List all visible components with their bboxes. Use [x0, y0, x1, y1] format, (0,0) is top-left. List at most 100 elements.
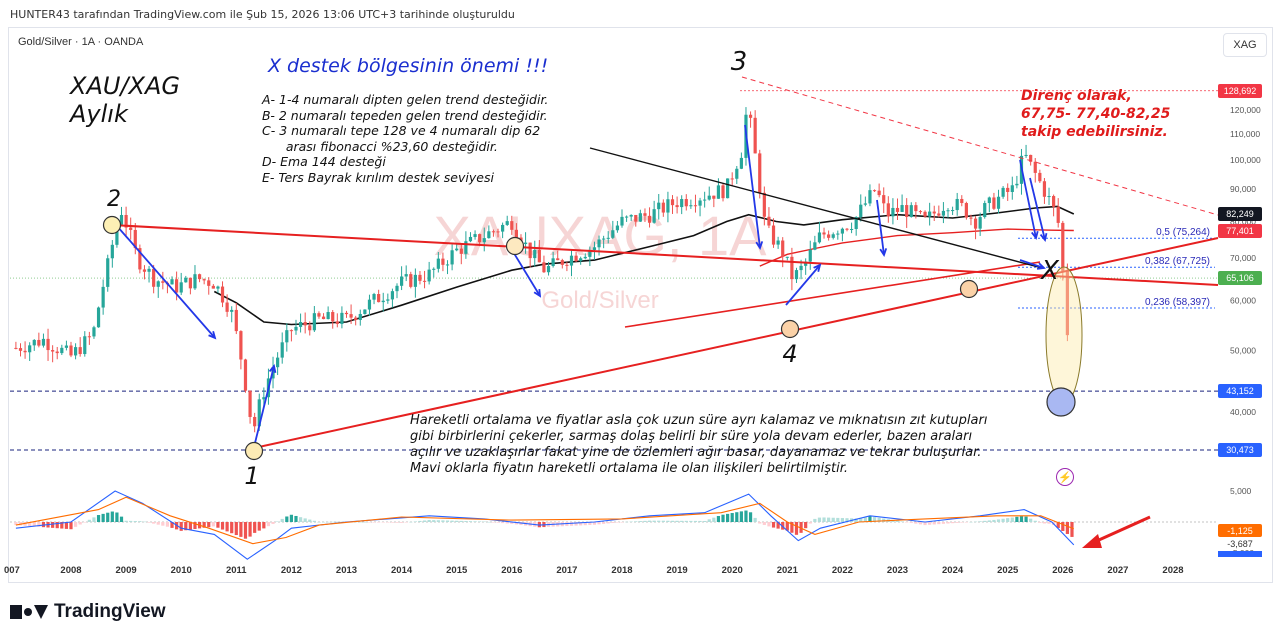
notes-item: E- Ters Bayrak kırılım destek seviyesi: [262, 169, 494, 185]
macd-histogram-bar: [891, 519, 895, 522]
macd-histogram-bar: [1047, 522, 1051, 524]
price-label: 65,106: [1218, 271, 1262, 286]
candle-body: [831, 234, 835, 238]
macd-histogram-bar: [298, 517, 303, 522]
macd-histogram-bar: [184, 522, 188, 531]
macd-histogram-bar: [859, 518, 863, 522]
candle-body: [41, 338, 46, 346]
candle-body: [523, 242, 528, 245]
symbol-compare-button[interactable]: XAG: [1223, 33, 1267, 57]
candle-body: [211, 285, 215, 289]
candle-body: [225, 302, 229, 312]
macd-histogram-bar: [744, 510, 748, 522]
macd-histogram-bar: [611, 522, 615, 523]
candle-body: [207, 280, 211, 286]
macd-histogram-bar: [1033, 520, 1037, 522]
candle-body: [308, 325, 312, 331]
ema-long-line: [759, 228, 1074, 267]
candle-body: [739, 157, 743, 169]
candle-body: [37, 339, 41, 346]
macd-histogram-bar: [248, 522, 252, 537]
macd-histogram-bar: [308, 519, 312, 522]
pivot-circle: [505, 236, 525, 256]
macd-histogram-bar: [101, 513, 105, 522]
macd-histogram-bar: [767, 522, 771, 527]
bottom-note-line: gibi birbirlerini çekerler, sarmaş dolaş…: [410, 429, 973, 444]
macd-histogram-bar: [1024, 516, 1028, 522]
macd-histogram-bar: [918, 522, 923, 525]
notes-item: D- Ema 144 desteği: [262, 154, 386, 169]
macd-histogram-bar: [955, 522, 959, 523]
macd-histogram-bar: [776, 522, 780, 529]
candle-body: [1029, 154, 1033, 162]
macd-histogram-bar: [459, 520, 463, 522]
candle-body: [951, 210, 955, 212]
candle-body: [64, 345, 69, 348]
candle-body: [827, 234, 831, 238]
candle-body: [473, 234, 477, 237]
candle-body: [184, 277, 188, 283]
candle-body: [28, 345, 32, 353]
watermark-name: Gold/Silver: [541, 287, 658, 314]
blue-arrow: [1019, 259, 1045, 269]
symbol-header: Gold/Silver · 1A · OANDA: [18, 36, 144, 48]
macd-histogram-bar: [941, 522, 946, 524]
candle-body: [129, 227, 133, 230]
macd-histogram-bar: [395, 522, 399, 523]
candle-body: [188, 277, 192, 289]
candle-body: [257, 399, 261, 427]
macd-histogram-bar: [64, 522, 69, 529]
candle-body: [849, 228, 854, 230]
tradingview-logo[interactable]: TradingView: [10, 601, 166, 623]
candle-body: [239, 331, 243, 360]
candle-body: [996, 196, 1001, 209]
macd-histogram-bar: [638, 521, 642, 522]
macd-histogram-bar: [262, 522, 266, 529]
macd-signal-line: [15, 496, 1075, 545]
candle-body: [606, 237, 610, 239]
resistance-dashed-line: [741, 76, 1219, 216]
price-label: 82,249: [1218, 206, 1262, 221]
blue-arrow: [511, 249, 541, 297]
bottom-note: Hareketli ortalama ve fiyatlar asla çok …: [410, 413, 987, 477]
candle-body: [372, 294, 376, 300]
macd-histogram-bar: [514, 522, 518, 525]
macd-histogram-bar: [142, 521, 147, 523]
candle-body: [335, 321, 339, 324]
macd-histogram-bar: [670, 520, 675, 522]
macd-histogram-bar: [96, 515, 101, 522]
macd-histogram-bar: [813, 518, 817, 522]
macd-histogram-bar: [840, 518, 844, 522]
resistance-line: 67,75- 77,40-82,25: [1021, 106, 1171, 122]
candle-body: [661, 202, 665, 213]
macd-histogram-bar: [790, 522, 794, 533]
candle-body: [767, 216, 771, 226]
macd-histogram-bar: [629, 521, 633, 523]
y-tick-label: 120,000: [1230, 105, 1261, 115]
candle-body: [142, 269, 147, 272]
candle-body: [960, 198, 964, 204]
resistance-note: Direnç olarak, 67,75- 77,40-82,25 takip …: [1021, 87, 1170, 141]
point-label: X: [1039, 256, 1060, 286]
macd-histogram-bar: [951, 522, 955, 524]
candle-body: [602, 238, 606, 240]
candle-body: [340, 312, 344, 324]
candle-body: [721, 185, 725, 199]
macd-histogram-bar: [14, 522, 18, 526]
candle-body: [946, 210, 950, 212]
candle-body: [1047, 196, 1051, 198]
macd-histogram-bar: [445, 520, 450, 522]
macd-histogram-bar: [92, 517, 96, 522]
macd-histogram-bar: [602, 522, 606, 524]
macd-histogram-bar: [634, 521, 638, 522]
candle-body: [730, 178, 734, 180]
macd-histogram-bar: [372, 522, 376, 523]
macd-histogram-bar: [932, 522, 936, 525]
y-tick-label: 110,000: [1230, 129, 1260, 139]
candle-body: [909, 205, 913, 217]
macd-histogram-bar: [615, 522, 620, 523]
candle-body: [537, 249, 541, 263]
flash-icon[interactable]: ⚡: [1056, 468, 1074, 486]
x-tick-label: 2022: [832, 565, 853, 576]
